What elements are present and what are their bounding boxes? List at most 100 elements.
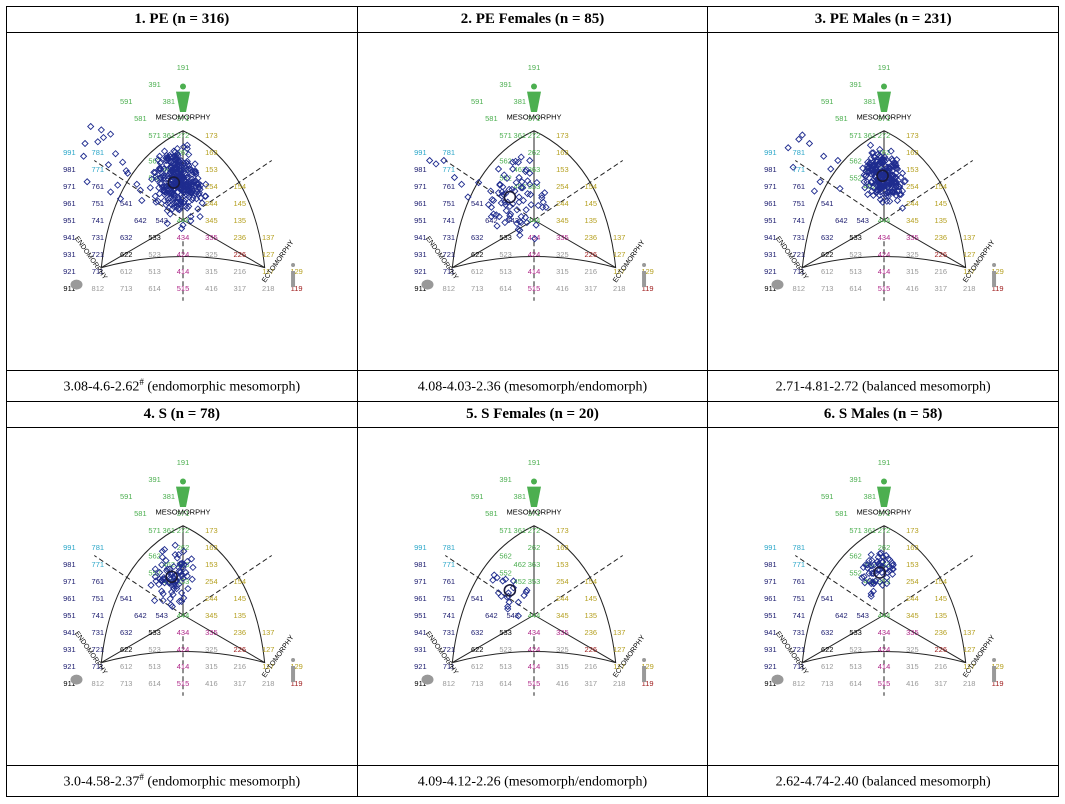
data-point bbox=[497, 592, 505, 600]
data-point bbox=[83, 178, 91, 186]
grid-label: 218 bbox=[613, 284, 626, 293]
grid-label: 591 bbox=[120, 97, 133, 106]
grid-label: 642 bbox=[134, 611, 147, 620]
panel-caption-4: 3.0-4.58-2.37# (endomorphic mesomorph) bbox=[6, 765, 358, 797]
data-point bbox=[97, 126, 105, 134]
grid-label: 523 bbox=[850, 645, 863, 654]
grid-label: 391 bbox=[850, 80, 863, 89]
data-point bbox=[503, 174, 511, 182]
grid-label: 731 bbox=[442, 628, 455, 637]
grid-label: 614 bbox=[850, 284, 863, 293]
data-point bbox=[163, 219, 172, 228]
grid-label: 244 bbox=[556, 594, 569, 603]
grid-label: 562 bbox=[499, 157, 512, 166]
grid-label: 272 bbox=[177, 526, 190, 535]
data-point bbox=[532, 221, 540, 229]
data-point bbox=[166, 595, 174, 603]
grid-label: 562 bbox=[850, 552, 863, 561]
data-point bbox=[526, 190, 534, 199]
grid-label: 541 bbox=[120, 199, 133, 208]
grid-label: 135 bbox=[234, 216, 247, 225]
grid-label: 154 bbox=[584, 182, 597, 191]
chart-frame bbox=[444, 525, 623, 696]
ectomorph-head-icon bbox=[291, 263, 296, 268]
data-point bbox=[542, 203, 550, 211]
grid-label: 622 bbox=[821, 250, 834, 259]
grid-label: 444 bbox=[527, 216, 540, 225]
grid-label: 163 bbox=[556, 543, 569, 552]
data-point bbox=[154, 156, 162, 164]
data-point bbox=[887, 147, 896, 155]
grid-label: 117 bbox=[964, 267, 976, 276]
data-point bbox=[514, 598, 522, 606]
axis-ecto bbox=[182, 614, 265, 664]
ectomorph-body-icon bbox=[291, 666, 296, 682]
grid-label: 713 bbox=[120, 679, 133, 688]
grid-label: 345 bbox=[205, 611, 218, 620]
grid-label: 191 bbox=[527, 63, 540, 72]
grid-label: 961 bbox=[414, 594, 427, 603]
data-point bbox=[176, 196, 184, 205]
grid-label: 781 bbox=[442, 148, 455, 157]
grid-label: 543 bbox=[857, 216, 870, 225]
mesomorphy-label: MESOMORPHY bbox=[155, 113, 210, 122]
data-point bbox=[876, 550, 884, 558]
data-point bbox=[512, 178, 520, 187]
data-point bbox=[799, 131, 807, 139]
data-point bbox=[184, 585, 192, 593]
grid-label: 363 bbox=[527, 165, 540, 174]
data-point bbox=[889, 565, 898, 573]
mesomorph-head-icon bbox=[881, 83, 888, 90]
data-point bbox=[519, 196, 527, 205]
grid-label: 353 bbox=[527, 182, 540, 191]
grid-label: 771 bbox=[92, 165, 105, 174]
grid-label: 262 bbox=[878, 148, 891, 157]
data-point bbox=[177, 166, 186, 174]
data-point bbox=[497, 199, 505, 207]
grid-label: 153 bbox=[556, 165, 569, 174]
data-point bbox=[194, 179, 203, 188]
grid-label: 911 bbox=[63, 284, 75, 293]
data-point bbox=[882, 192, 891, 200]
data-point bbox=[138, 196, 146, 205]
grid-label: 216 bbox=[584, 267, 597, 276]
body-type-icons bbox=[421, 83, 646, 290]
grid-label: 226 bbox=[234, 645, 247, 654]
plot-cell-5: 191 391 381 371 591 581 571 361 272 262 363 353 462 4… bbox=[356, 427, 709, 766]
grid-label: 153 bbox=[906, 165, 919, 174]
mesomorph-body-icon bbox=[526, 91, 541, 113]
data-point bbox=[151, 192, 159, 200]
data-point bbox=[180, 143, 188, 151]
data-point bbox=[177, 560, 186, 568]
somatochart-outline bbox=[100, 130, 266, 269]
grid-label: 137 bbox=[963, 628, 976, 637]
data-point bbox=[171, 148, 179, 156]
mesomorph-head-icon bbox=[180, 478, 186, 485]
data-point bbox=[879, 562, 887, 571]
endomorph-icon bbox=[421, 279, 434, 290]
data-point bbox=[897, 173, 905, 182]
grid-label: 632 bbox=[471, 233, 484, 242]
data-point bbox=[152, 198, 160, 206]
grid-label: 414 bbox=[527, 267, 540, 276]
grid-label: 523 bbox=[499, 645, 512, 654]
grid-label: 335 bbox=[906, 628, 919, 637]
grid-label: 721 bbox=[92, 250, 105, 259]
data-point bbox=[176, 185, 184, 194]
grid-label: 353 bbox=[878, 577, 891, 586]
grid-label: 961 bbox=[764, 199, 777, 208]
data-point bbox=[180, 561, 188, 569]
grid-label: 163 bbox=[906, 148, 919, 157]
plot-cell-4: 191 391 381 371 591 581 571 361 272 262 363 353 462 4… bbox=[6, 427, 358, 766]
grid-label: 391 bbox=[148, 475, 161, 484]
data-point bbox=[439, 156, 448, 165]
data-point bbox=[894, 196, 902, 205]
grid-label: 216 bbox=[935, 662, 948, 671]
grid-label: 119 bbox=[291, 284, 303, 293]
panel-caption-6: 2.62-4.74-2.40 (balanced mesomorph) bbox=[707, 765, 1059, 797]
grid-label: 191 bbox=[878, 458, 891, 467]
grid-label: 713 bbox=[471, 679, 484, 688]
data-point bbox=[876, 158, 884, 166]
grid-label: 371 bbox=[177, 509, 190, 518]
